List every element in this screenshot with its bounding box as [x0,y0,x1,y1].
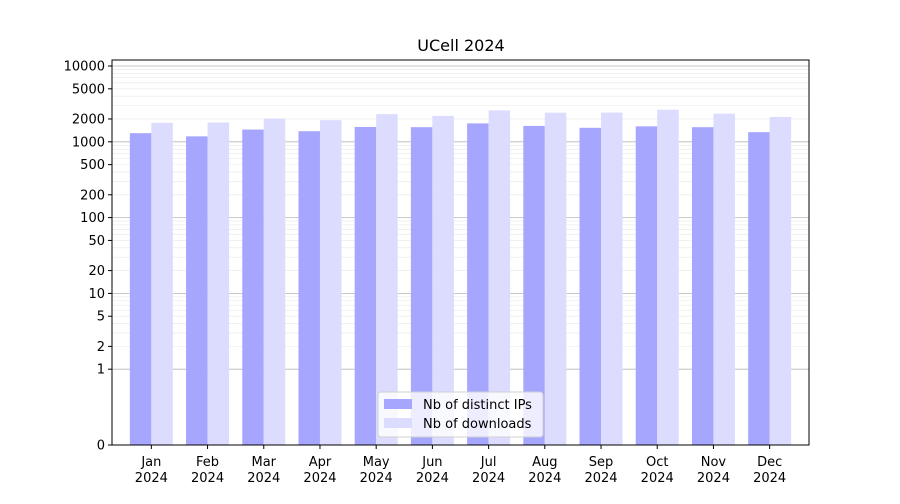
x-tick-label: Jul 2024 [472,455,505,486]
y-tick-label: 2000 [72,112,105,127]
y-tick-label: 10 [88,287,105,302]
x-tick-label: Oct 2024 [641,455,674,486]
chart-title: UCell 2024 [417,36,504,55]
x-tick-label: Apr 2024 [303,455,336,486]
x-tick-label: Jan 2024 [135,455,168,486]
bar-downloads [601,112,623,445]
legend-swatch [384,418,412,428]
bar-downloads [376,114,398,445]
y-tick-label: 100 [80,211,105,226]
legend-swatch [384,399,412,409]
bar-layer [129,109,792,446]
y-tick-label: 5000 [72,82,105,97]
y-tick-label: 50 [88,234,105,249]
y-tick-label: 2 [97,340,105,355]
x-tick-label: Mar 2024 [247,455,280,486]
bar-downloads [488,110,511,445]
y-tick-label: 5 [97,310,105,325]
y-tick-label: 500 [80,158,105,173]
bar-distinct-ips [298,131,320,446]
legend: Nb of distinct IPs Nb of downloads [377,391,544,438]
bar-distinct-ips [242,129,264,446]
legend-label: Nb of distinct IPs [423,398,532,413]
bar-downloads [207,122,230,445]
bar-downloads [319,120,342,445]
y-tick-label: 10000 [64,60,105,75]
bar-downloads [432,115,454,446]
x-axis: Jan 2024 Feb 2024 Mar 2024 Apr 2024 May 2024 Jun 20… [135,445,786,486]
legend-box [377,391,544,438]
y-tick-label: 1 [97,363,105,378]
bar-distinct-ips [635,126,658,445]
x-tick-label: Nov 2024 [697,455,730,486]
bar-distinct-ips [354,126,377,446]
y-tick-label: 200 [80,188,105,203]
plot-frame [111,59,810,446]
y-axis: 0 1 2 5 10 20 50 100 200 500 1000 2000 5000 10000 [64,60,112,454]
bar-distinct-ips [523,125,545,445]
bar-distinct-ips [410,127,433,446]
x-tick-label: Sep 2024 [584,455,617,486]
bar-downloads [544,112,567,445]
bar-distinct-ips [129,133,152,445]
bar-distinct-ips [579,127,602,445]
bar-downloads [151,122,173,445]
bar-downloads [657,109,679,445]
legend-label: Nb of downloads [423,417,532,432]
bar-downloads [713,113,735,446]
bar-distinct-ips [748,132,770,445]
bar-distinct-ips [691,127,714,446]
x-tick-label: Aug 2024 [528,455,561,486]
bar-downloads [769,116,792,446]
y-tick-label: 0 [97,439,105,454]
x-tick-label: May 2024 [360,455,393,486]
bar-distinct-ips [186,136,208,445]
x-tick-label: Dec 2024 [753,455,786,486]
x-tick-label: Feb 2024 [191,455,224,486]
y-tick-label: 20 [88,264,105,279]
x-tick-label: Jun 2024 [416,455,449,486]
bar-distinct-ips [467,123,489,445]
y-tick-label: 1000 [72,135,105,150]
bar-downloads [263,118,286,445]
